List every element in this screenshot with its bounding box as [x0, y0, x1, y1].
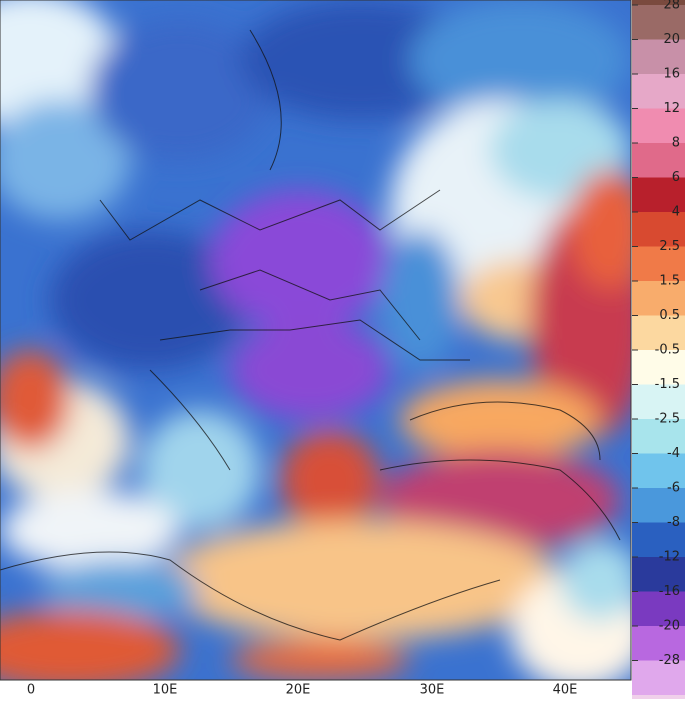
colorbar-swatch	[632, 177, 685, 212]
colorbar-label: -6	[667, 481, 680, 496]
colorbar: 28 20 16 12 8 6 4 2.5 1.5 0.5 -0.5 -1.5 -2.5 -4 -6 -8 -1…	[632, 0, 685, 703]
colorbar-label: 20	[663, 32, 680, 47]
colorbar-swatch	[632, 315, 685, 350]
colorbar-label: 6	[672, 170, 680, 185]
colorbar-label: 12	[663, 101, 680, 116]
colorbar-swatch	[632, 246, 685, 281]
colorbar-label: 0.5	[659, 308, 680, 323]
colorbar-swatch	[632, 0, 685, 5]
colorbar-swatch	[632, 522, 685, 557]
colorbar-swatch	[632, 5, 685, 40]
colorbar-swatch	[632, 39, 685, 74]
colorbar-swatch	[632, 488, 685, 523]
longitude-label: 40E	[553, 683, 578, 698]
colorbar-label: -8	[667, 515, 680, 530]
colorbar-label: -4	[667, 446, 680, 461]
longitude-label: 10E	[153, 683, 178, 698]
colorbar-swatch	[632, 626, 685, 661]
colorbar-swatch	[632, 108, 685, 143]
colorbar-swatch	[632, 281, 685, 316]
colorbar-swatch	[632, 453, 685, 488]
longitude-label: 30E	[420, 683, 445, 698]
longitude-axis: 0 10E 20E 30E 40E	[27, 683, 578, 698]
colorbar-swatch	[632, 143, 685, 178]
colorbar-swatch	[632, 384, 685, 419]
colorbar-swatch	[632, 557, 685, 592]
colorbar-label: 1.5	[659, 274, 680, 289]
temperature-map	[0, 0, 631, 680]
colorbar-swatch	[632, 660, 685, 695]
longitude-label: 0	[27, 683, 35, 698]
colorbar-label: 28	[663, 0, 680, 13]
map-frame	[0, 0, 632, 681]
colorbar-label: 4	[672, 205, 680, 220]
colorbar-label: -12	[659, 550, 680, 565]
colorbar-label: 16	[663, 67, 680, 82]
colorbar-swatch	[632, 419, 685, 454]
colorbar-label: -16	[659, 584, 680, 599]
colorbar-swatch	[632, 74, 685, 109]
colorbar-swatch	[632, 695, 685, 703]
colorbar-label: -1.5	[655, 377, 680, 392]
colorbar-label: -28	[659, 653, 680, 668]
colorbar-label: -20	[659, 619, 680, 634]
colorbar-label: 2.5	[659, 239, 680, 254]
colorbar-swatch	[632, 212, 685, 247]
colorbar-label: -0.5	[655, 343, 680, 358]
colorbar-label: -2.5	[655, 412, 680, 427]
colorbar-swatch	[632, 350, 685, 385]
colorbar-swatch	[632, 591, 685, 626]
colorbar-label: 8	[672, 136, 680, 151]
longitude-label: 20E	[286, 683, 311, 698]
